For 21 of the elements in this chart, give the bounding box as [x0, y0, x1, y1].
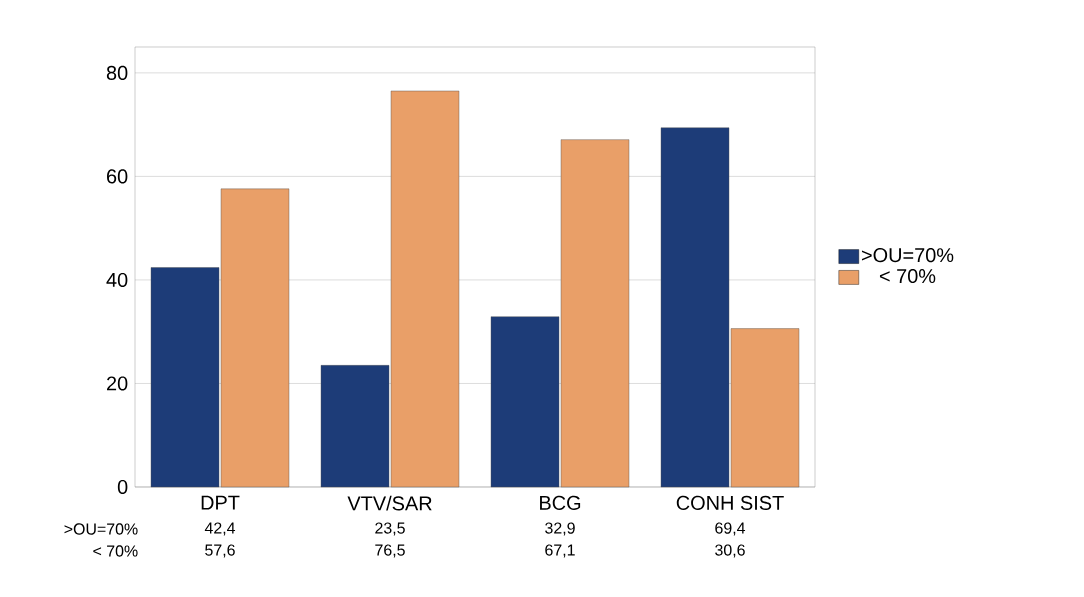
data-label: 76,5 [375, 544, 405, 558]
data-label: 32,9 [545, 522, 575, 536]
y-tick-label: 0 [117, 479, 128, 495]
legend-label: < 70% [879, 268, 936, 284]
y-tick-label: 60 [107, 169, 128, 184]
data-label: 30,6 [715, 544, 745, 558]
data-label: 67,1 [545, 544, 575, 558]
data-label: 57,6 [205, 544, 235, 558]
text: < 70% [93, 545, 138, 557]
x-tick-label: CONH SIST [676, 495, 784, 510]
legend-label: >OU=70% [861, 248, 954, 263]
text: >OU=70% [64, 523, 138, 535]
data-label: 23,5 [375, 522, 405, 536]
y-tick-label: 20 [107, 376, 128, 391]
data-label: 69,4 [715, 522, 746, 536]
y-tick-label: 40 [106, 272, 128, 287]
data-label: 42,4 [204, 522, 236, 536]
x-tick-label: BCG [540, 495, 581, 510]
y-tick-label: 80 [106, 65, 128, 80]
x-tick-label: VTV/SAR [347, 495, 432, 511]
x-tick-label: DPT [201, 495, 240, 510]
